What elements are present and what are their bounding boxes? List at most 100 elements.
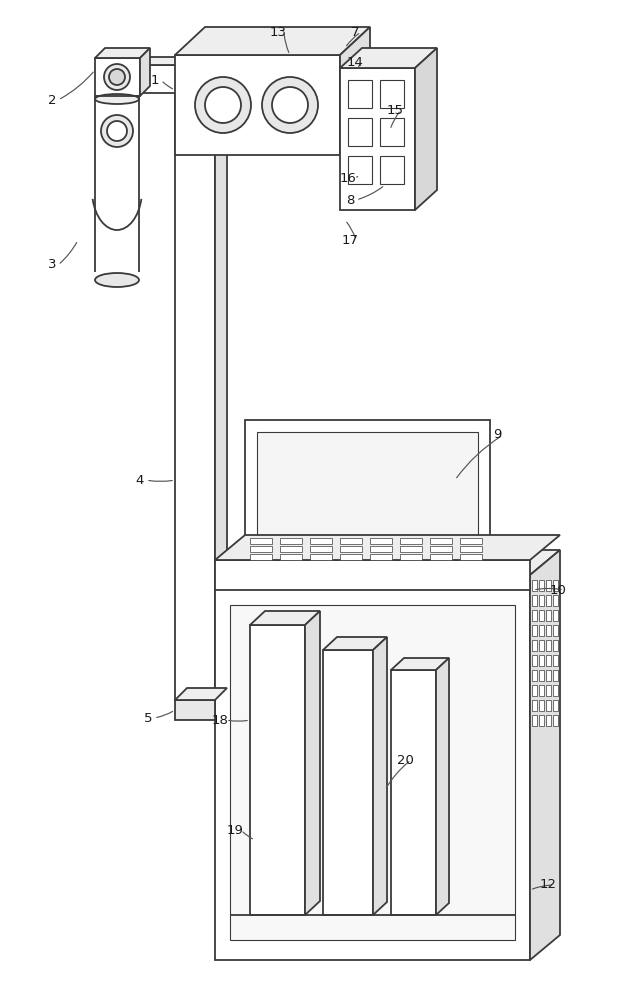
FancyArrowPatch shape: [358, 187, 383, 199]
Bar: [539, 595, 544, 606]
FancyArrowPatch shape: [157, 711, 173, 717]
FancyArrowPatch shape: [386, 762, 409, 788]
Bar: [532, 655, 537, 666]
Polygon shape: [215, 48, 227, 700]
Polygon shape: [175, 48, 227, 60]
Polygon shape: [250, 611, 320, 625]
Polygon shape: [436, 658, 449, 915]
Bar: [340, 546, 362, 552]
Bar: [348, 156, 372, 184]
Text: 13: 13: [270, 25, 286, 38]
Polygon shape: [175, 27, 370, 55]
FancyArrowPatch shape: [243, 832, 252, 839]
Text: 3: 3: [48, 258, 56, 271]
FancyArrowPatch shape: [347, 222, 355, 237]
Bar: [175, 700, 215, 720]
Bar: [546, 580, 551, 591]
Bar: [310, 546, 332, 552]
Bar: [539, 670, 544, 681]
Bar: [539, 655, 544, 666]
Circle shape: [109, 69, 125, 85]
Text: 7: 7: [350, 25, 359, 38]
Polygon shape: [415, 48, 437, 210]
Text: 20: 20: [397, 754, 413, 766]
Text: 2: 2: [48, 94, 56, 106]
Bar: [250, 554, 272, 560]
Text: 17: 17: [341, 233, 358, 246]
Bar: [280, 546, 302, 552]
Circle shape: [205, 87, 241, 123]
Polygon shape: [530, 550, 560, 960]
Polygon shape: [175, 688, 227, 700]
Bar: [532, 640, 537, 651]
Bar: [532, 685, 537, 696]
Bar: [532, 670, 537, 681]
Bar: [348, 118, 372, 146]
Bar: [380, 156, 404, 184]
Polygon shape: [391, 670, 436, 915]
Bar: [175, 55, 340, 155]
Bar: [553, 670, 558, 681]
Bar: [280, 554, 302, 560]
Circle shape: [195, 77, 251, 133]
FancyArrowPatch shape: [163, 82, 173, 89]
Text: 4: 4: [136, 474, 144, 487]
Polygon shape: [323, 650, 373, 915]
Text: 14: 14: [347, 55, 363, 68]
Polygon shape: [323, 637, 387, 650]
Bar: [215, 575, 530, 960]
Bar: [539, 715, 544, 726]
Bar: [546, 700, 551, 711]
Bar: [546, 610, 551, 621]
Bar: [257, 432, 478, 548]
Bar: [400, 554, 422, 560]
Bar: [370, 554, 392, 560]
Bar: [430, 554, 452, 560]
Polygon shape: [305, 611, 320, 915]
Bar: [532, 580, 537, 591]
Bar: [280, 538, 302, 544]
FancyArrowPatch shape: [532, 885, 551, 889]
Bar: [539, 610, 544, 621]
Polygon shape: [340, 27, 370, 155]
Bar: [539, 625, 544, 636]
Text: 5: 5: [144, 712, 152, 724]
Bar: [532, 625, 537, 636]
Bar: [553, 640, 558, 651]
Text: 1: 1: [151, 74, 159, 87]
Bar: [553, 715, 558, 726]
Bar: [546, 595, 551, 606]
Bar: [430, 546, 452, 552]
Bar: [370, 538, 392, 544]
Bar: [370, 546, 392, 552]
Polygon shape: [135, 57, 185, 65]
Bar: [553, 685, 558, 696]
Bar: [553, 625, 558, 636]
Polygon shape: [140, 48, 150, 96]
Bar: [340, 68, 415, 210]
Bar: [546, 715, 551, 726]
Bar: [460, 554, 482, 560]
Polygon shape: [95, 48, 150, 58]
Ellipse shape: [95, 273, 139, 287]
Text: 9: 9: [493, 428, 501, 442]
Polygon shape: [373, 637, 387, 915]
Text: 19: 19: [226, 824, 244, 836]
Bar: [532, 610, 537, 621]
FancyArrowPatch shape: [457, 436, 500, 478]
Bar: [340, 538, 362, 544]
Bar: [400, 538, 422, 544]
Polygon shape: [391, 658, 449, 670]
Text: 8: 8: [346, 194, 354, 207]
Bar: [348, 80, 372, 108]
Polygon shape: [215, 535, 560, 560]
Bar: [553, 580, 558, 591]
Polygon shape: [215, 550, 560, 575]
Circle shape: [101, 115, 133, 147]
Bar: [460, 546, 482, 552]
Circle shape: [272, 87, 308, 123]
Bar: [230, 605, 515, 940]
Bar: [532, 700, 537, 711]
Bar: [546, 640, 551, 651]
Bar: [340, 554, 362, 560]
